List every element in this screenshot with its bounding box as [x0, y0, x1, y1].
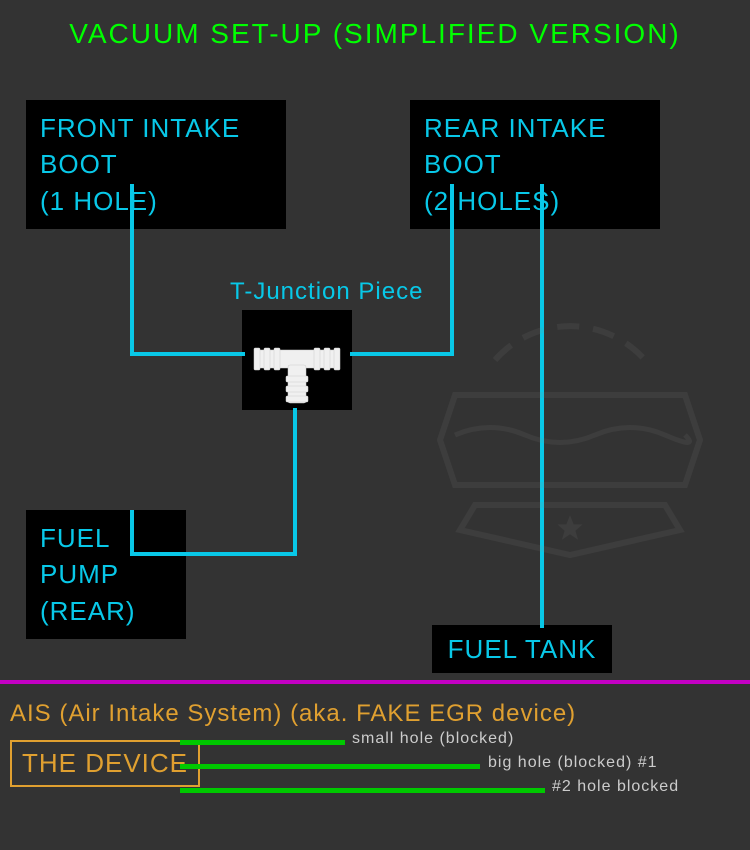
bar-big-hole: [180, 764, 480, 769]
label-small-hole: small hole (blocked): [352, 730, 514, 748]
bar-small-hole: [180, 740, 345, 745]
device-box: THE DEVICE: [10, 740, 200, 787]
section-divider: [0, 680, 750, 684]
node-front-intake: FRONT INTAKE BOOT (1 HOLE): [26, 100, 286, 229]
diagram-title: VACUUM SET-UP (SIMPLIFIED VERSION): [69, 18, 680, 50]
t-junction-icon: [242, 310, 352, 410]
ais-title: AIS (Air Intake System) (aka. FAKE EGR d…: [10, 700, 576, 728]
line-front-right: [130, 352, 245, 356]
line-t-down: [293, 408, 297, 556]
fuel-tank-label: FUEL TANK: [448, 634, 597, 664]
node-rear-intake: REAR INTAKE BOOT (2 HOLES): [410, 100, 660, 229]
label-big-hole: big hole (blocked) #1: [488, 754, 658, 772]
fuel-pump-line2: (REAR): [40, 593, 172, 629]
front-intake-line2: (1 HOLE): [40, 183, 272, 219]
line-fuelpump-up: [130, 510, 134, 556]
front-intake-line1: FRONT INTAKE BOOT: [40, 110, 272, 183]
t-junction-label: T-Junction Piece: [230, 278, 423, 306]
device-label: THE DEVICE: [22, 748, 188, 778]
label-hole-2: #2 hole blocked: [552, 778, 679, 796]
rear-intake-line2: (2 HOLES): [424, 183, 646, 219]
rear-intake-line1: REAR INTAKE BOOT: [424, 110, 646, 183]
watermark-badge-icon: [430, 300, 710, 580]
line-front-down: [130, 184, 134, 356]
line-t-left: [130, 552, 297, 556]
node-fuel-tank: FUEL TANK: [432, 625, 612, 673]
node-fuel-pump: FUEL PUMP (REAR): [26, 510, 186, 639]
fuel-pump-line1: FUEL PUMP: [40, 520, 172, 593]
bar-hole-2: [180, 788, 545, 793]
node-t-junction: [242, 310, 352, 410]
